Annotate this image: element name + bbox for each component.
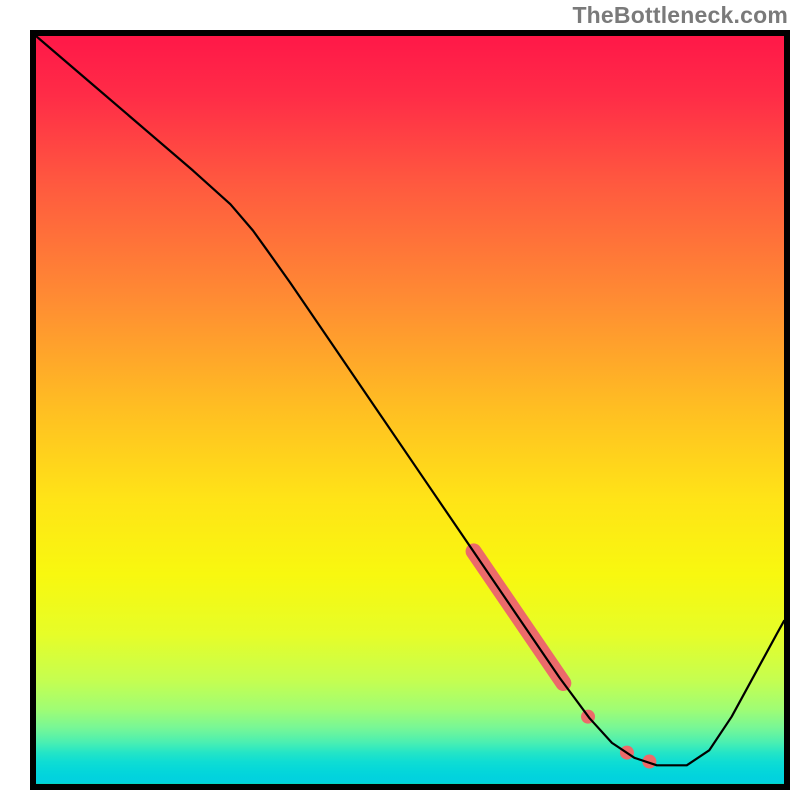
plot-border — [30, 30, 790, 790]
watermark-text: TheBottleneck.com — [572, 2, 788, 29]
figure-frame: TheBottleneck.com — [0, 0, 800, 800]
plot-area — [36, 36, 784, 784]
chart-svg — [36, 36, 784, 784]
gradient-background — [36, 36, 784, 784]
